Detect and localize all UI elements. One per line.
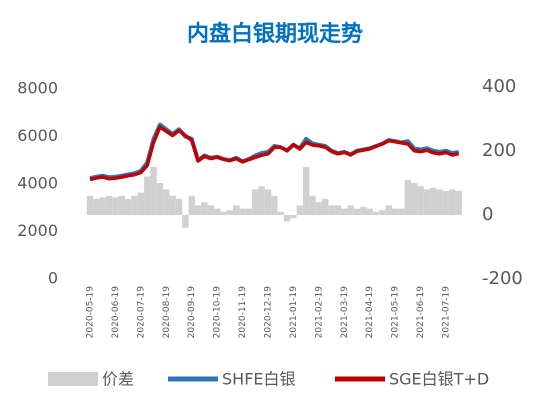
legend-label: SGE白银T+D (389, 370, 489, 389)
spread-bar (423, 189, 431, 215)
spread-bar (137, 192, 145, 215)
y-tick-label: 6000 (17, 126, 58, 145)
spread-bar (385, 205, 392, 215)
spread-bar (322, 199, 329, 215)
spread-bar (86, 195, 94, 215)
spread-bar (105, 195, 113, 215)
y2-tick-label: -200 (482, 268, 523, 289)
spread-bar (245, 208, 253, 215)
x-tick-label: 2020-11-19 (238, 286, 248, 339)
chart-title: 内盘白银期现走势 (187, 21, 363, 47)
spread-bar (290, 215, 297, 219)
spread-bar (347, 205, 354, 215)
spread-bar (112, 197, 119, 215)
spread-bar (144, 176, 151, 215)
spread-bar (99, 197, 106, 215)
y-tick-label: 8000 (17, 79, 58, 98)
spread-bar (328, 205, 335, 215)
spread-bar (156, 183, 164, 215)
x-tick-label: 2020-07-19 (136, 286, 146, 339)
x-tick-label: 2021-03-19 (340, 286, 350, 339)
spread-bar (442, 191, 450, 215)
y-tick-label: 0 (48, 269, 58, 288)
y-tick-label: 2000 (17, 221, 58, 240)
spread-bar (150, 167, 157, 215)
spread-bar (417, 186, 424, 215)
legend-label: SHFE白银 (222, 370, 296, 389)
y-tick-label: 4000 (17, 174, 58, 193)
x-tick-label: 2020-09-19 (187, 286, 197, 339)
x-tick-label: 2020-05-19 (86, 286, 96, 339)
spread-bar (302, 167, 310, 215)
x-tick-label: 2021-01-19 (289, 286, 299, 339)
spread-bar (449, 189, 456, 215)
spread-bar (252, 189, 259, 215)
legend-swatch (48, 372, 98, 386)
spread-bar (213, 208, 221, 215)
spread-bar (379, 210, 386, 215)
spread-bar (124, 199, 132, 215)
spread-bar (277, 211, 284, 215)
spread-bar (169, 195, 176, 215)
spread-bar (118, 195, 125, 215)
spread-bar (309, 195, 316, 215)
spread-bar (296, 205, 303, 215)
spread-bar (264, 189, 272, 215)
spread-bar (220, 211, 227, 215)
spread-bar (188, 195, 195, 215)
spread-bar (372, 211, 380, 215)
x-tick-label: 2021-07-19 (442, 286, 452, 339)
x-tick-label: 2020-12-19 (264, 286, 274, 339)
spread-bar (455, 191, 462, 215)
spread-bar (315, 202, 323, 215)
spread-bar (239, 208, 246, 215)
spread-bar (398, 208, 405, 215)
spread-bar (391, 208, 399, 215)
spread-bar (201, 202, 208, 215)
spread-bar (430, 187, 437, 215)
spread-bar (360, 207, 367, 215)
price-line (89, 125, 460, 182)
y2-tick-label: 200 (482, 140, 516, 161)
spread-bar (283, 215, 291, 222)
spread-bar (404, 179, 412, 215)
x-tick-label: 2021-02-19 (314, 286, 324, 339)
x-tick-label: 2020-10-19 (213, 286, 223, 339)
spread-bar (334, 205, 342, 215)
spread-bar (207, 205, 214, 215)
x-tick-label: 2020-06-19 (111, 286, 121, 339)
y2-tick-label: 0 (482, 204, 493, 225)
y2-tick-label: 400 (482, 76, 516, 97)
spread-bar (131, 195, 138, 215)
spread-bar (436, 189, 443, 215)
spread-bar (163, 189, 170, 215)
spread-bar (411, 183, 418, 215)
spread-bar (182, 215, 189, 228)
x-tick-label: 2020-08-19 (162, 286, 172, 339)
x-tick-label: 2021-06-19 (416, 286, 426, 339)
spread-bar (93, 199, 100, 215)
spread-bar (233, 205, 240, 215)
spread-bar (366, 208, 373, 215)
spread-bar (194, 205, 202, 215)
spread-bar (226, 210, 234, 215)
spread-bar (353, 208, 361, 215)
spread-bar (258, 186, 265, 215)
x-tick-label: 2021-04-19 (365, 286, 375, 339)
legend-label: 价差 (102, 370, 134, 389)
x-tick-label: 2021-05-19 (391, 286, 401, 339)
spread-bar (341, 208, 348, 215)
spread-bar (175, 199, 183, 215)
spread-bar (271, 195, 278, 215)
